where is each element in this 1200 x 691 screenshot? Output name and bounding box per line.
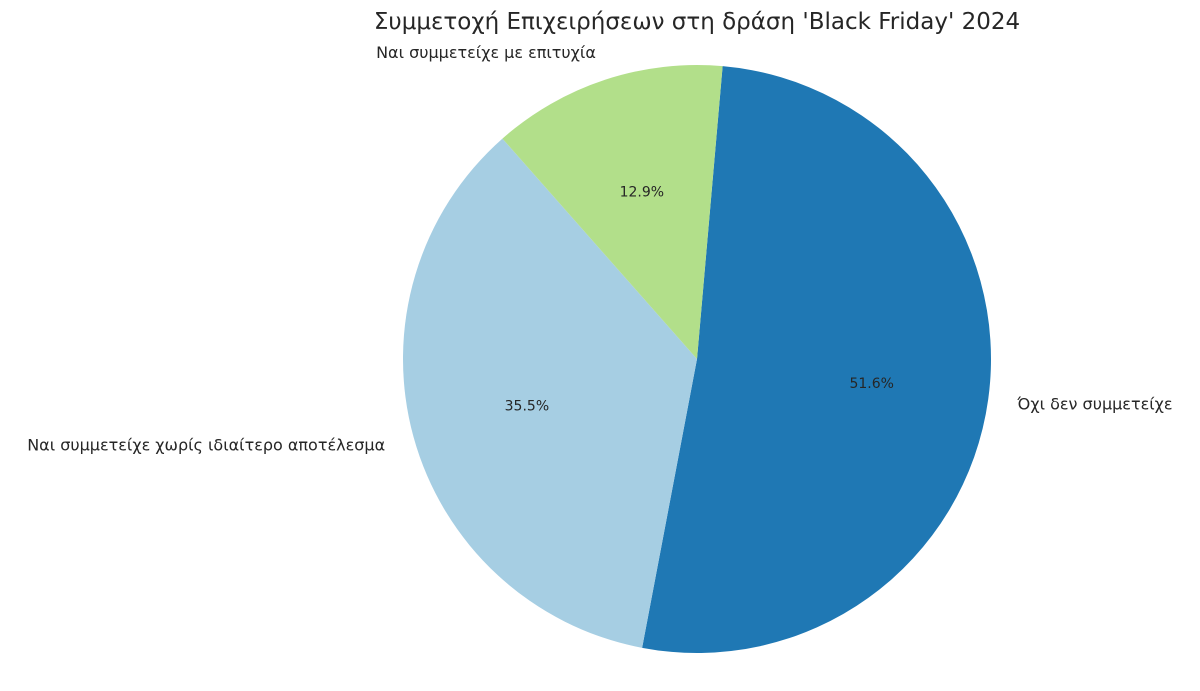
pie-slice-2: [502, 65, 723, 359]
slice-value-label: 35.5%: [505, 399, 549, 415]
pie-labels: 51.6% Όχι δεν συμμετείχε 35.5% Ναι συμμετεί…: [27, 43, 1172, 455]
slice-category-label: Όχι δεν συμμετείχε: [1016, 394, 1172, 413]
pie-slice-0: [642, 66, 991, 653]
slice-category-label: Ναι συμμετείχε χωρίς ιδιαίτερο αποτέλεσμ…: [27, 436, 385, 455]
slice-value-label: 12.9%: [620, 184, 664, 200]
pie-slice-1: [403, 138, 697, 648]
slice-value-label: 51.6%: [849, 376, 893, 392]
slice-category-label: Ναι συμμετείχε με επιτυχία: [376, 43, 596, 62]
pie-slices: [403, 65, 991, 653]
chart-title: Συμμετοχή Επιχειρήσεων στη δράση 'Black …: [374, 9, 1020, 35]
